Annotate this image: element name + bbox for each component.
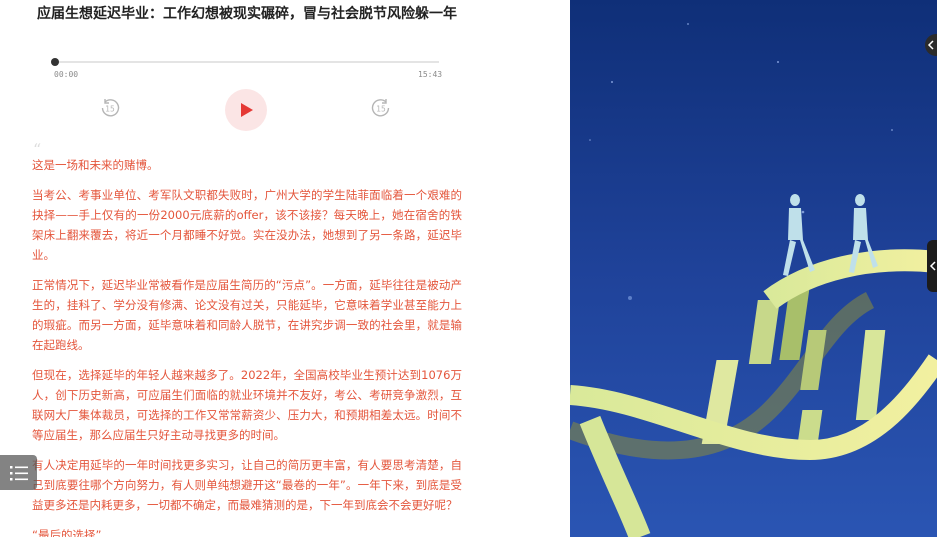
audio-duration: 15:43 xyxy=(418,70,443,79)
article-subheading: “最后的选择” xyxy=(32,528,102,537)
article-paragraph: 有人决定用延毕的一年时间找更多实习，让自己的简历更丰富，有人要思考清楚，自己到底… xyxy=(32,458,462,512)
skip-back-15-icon: 15 xyxy=(101,99,120,117)
cover-illustration xyxy=(570,0,937,537)
table-of-contents-button[interactable] xyxy=(0,455,37,490)
article-body: 这是一场和未来的赌博。 当考公、考事业单位、考军队文职都失败时，广州大学的学生陆… xyxy=(32,155,462,537)
quote-mark-icon: “ xyxy=(33,140,42,159)
list-icon xyxy=(9,465,28,480)
article-reader: 应届生想延迟毕业：工作幻想被现实碾碎，冒与社会脱节风险躲一年 00:00 15:… xyxy=(0,6,462,537)
skip-back-15-button[interactable]: 15 xyxy=(99,97,121,119)
skip-forward-15-button[interactable]: 15 xyxy=(370,97,392,119)
article-paragraph: 正常情况下，延迟毕业常被看作是应届生简历的“污点”。一方面，延毕往往是被动产生的… xyxy=(32,278,462,352)
reader-gutter xyxy=(472,0,570,537)
article-title: 应届生想延迟毕业：工作幻想被现实碾碎，冒与社会脱节风险躲一年 xyxy=(37,6,457,22)
skip-back-label: 15 xyxy=(105,105,115,114)
skip-forward-label: 15 xyxy=(376,105,386,114)
side-handle-top[interactable] xyxy=(925,34,937,56)
article-paragraph: 这是一场和未来的赌博。 xyxy=(32,158,159,172)
audio-current-time: 00:00 xyxy=(54,70,79,79)
chevron-left-icon xyxy=(929,261,936,271)
skip-forward-15-icon: 15 xyxy=(371,99,390,117)
audio-progress-thumb[interactable] xyxy=(51,58,59,66)
side-handle-middle[interactable] xyxy=(927,240,937,292)
article-paragraph: 但现在，选择延毕的年轻人越来越多了。2022年，全国高校毕业生预计达到1076万… xyxy=(32,368,462,442)
audio-progress-track[interactable] xyxy=(55,61,439,63)
article-paragraph: 当考公、考事业单位、考军队文职都失败时，广州大学的学生陆菲面临着一个艰难的抉择—… xyxy=(32,188,462,262)
play-button[interactable] xyxy=(225,89,267,131)
dna-illustration xyxy=(570,0,937,537)
chevron-left-icon xyxy=(927,40,934,50)
play-icon xyxy=(241,103,253,117)
